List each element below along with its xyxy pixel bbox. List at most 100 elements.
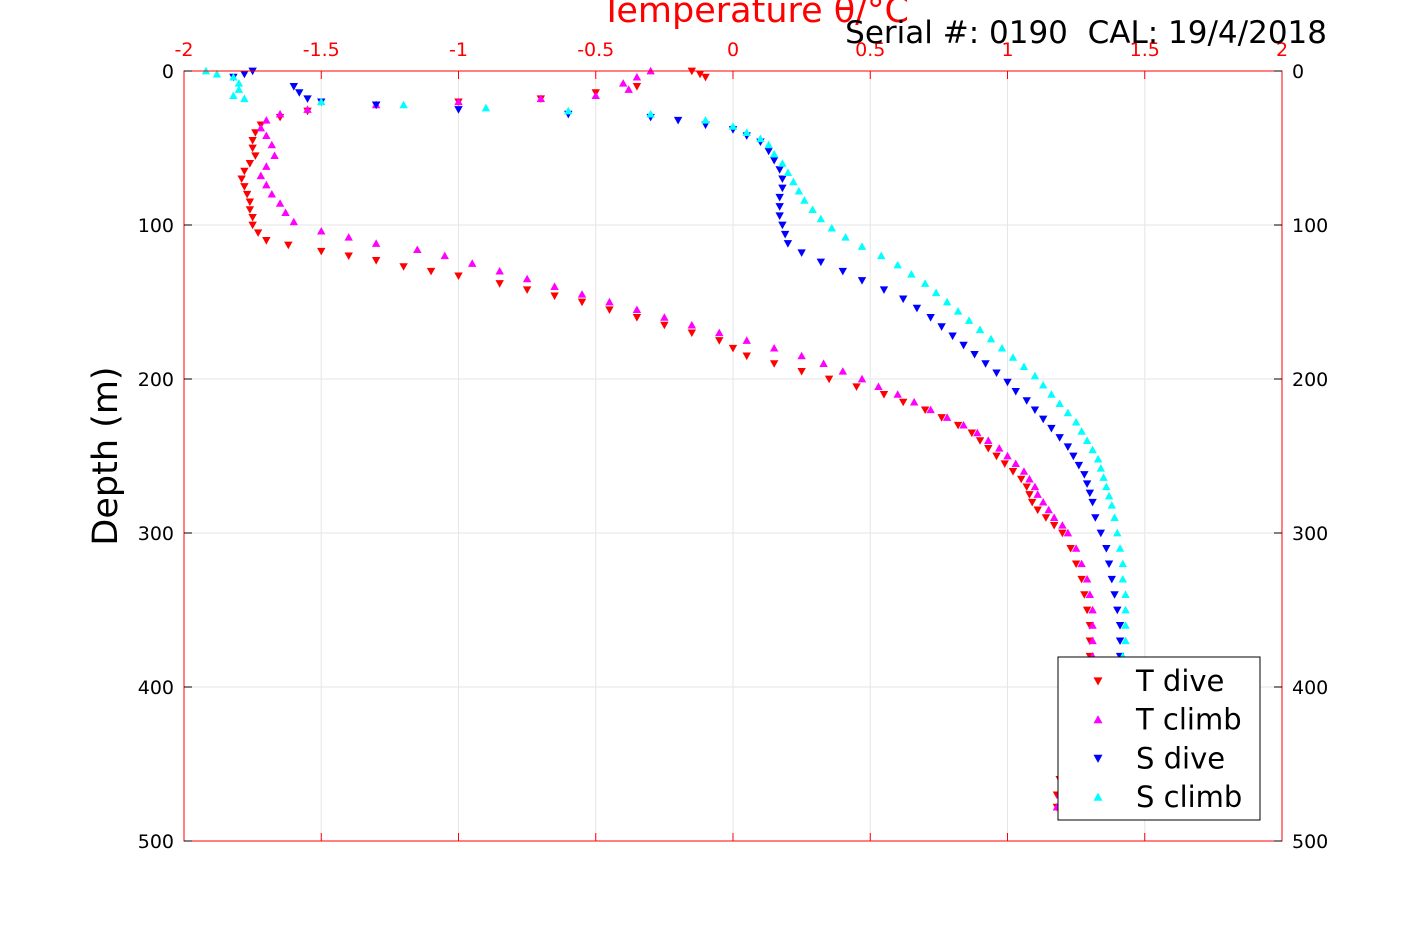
data-point [959,342,967,350]
data-point [688,321,696,329]
data-point [248,137,256,145]
data-point [1058,521,1066,529]
data-point [1031,483,1039,491]
data-point [858,242,866,250]
data-point [619,79,627,87]
y-tick-label-left: 500 [138,831,174,853]
data-point [775,203,783,211]
data-point [839,367,847,375]
data-point [246,199,254,207]
data-point [921,279,929,287]
data-point [688,329,696,337]
data-point [246,206,254,214]
data-point [880,286,888,294]
data-point [1102,483,1110,491]
data-point [257,172,265,180]
data-point [237,175,245,183]
data-point [268,141,276,149]
data-point [795,187,803,195]
data-point [784,168,792,176]
data-point [778,175,786,183]
data-point [800,196,808,204]
data-point [797,368,805,376]
data-point [995,444,1003,452]
data-point [454,106,462,114]
data-point [243,191,251,199]
data-point [345,233,353,241]
data-point [1097,464,1105,472]
data-point [550,282,558,290]
data-point [992,369,1000,377]
data-point [495,280,503,288]
data-point [633,306,641,314]
data-point [743,336,751,344]
data-point [1017,476,1025,484]
y-tick-label-right: 400 [1292,677,1328,699]
data-point [874,383,882,391]
data-point [926,314,934,322]
data-point [1025,475,1033,483]
data-point [998,344,1006,352]
data-point [317,227,325,235]
y-tick-label-right: 100 [1292,215,1328,237]
data-point [413,245,421,253]
data-point [778,159,786,167]
data-point [248,145,256,153]
data-point [976,326,984,334]
data-point [240,168,248,176]
data-point [1099,473,1107,481]
data-point [1108,576,1116,584]
y-tick-label-left: 0 [162,61,174,83]
data-point [1091,514,1099,522]
data-point [1064,409,1072,417]
data-point [1094,455,1102,463]
data-point [756,135,764,143]
data-point [984,445,992,453]
data-point [1025,491,1033,499]
series-t-climb [257,67,1097,811]
series-s-dive [229,68,1124,722]
data-point [633,83,641,91]
data-point [284,242,292,250]
data-point [764,141,772,149]
data-point [1047,390,1055,398]
data-point [1088,446,1096,454]
data-point [797,249,805,257]
y-tick-label-left: 400 [138,677,174,699]
data-point [839,268,847,276]
data-point [943,298,951,306]
data-point [770,150,778,158]
data-point [1047,425,1055,433]
data-point [592,91,600,99]
series-s-climb [202,67,1130,721]
data-point [819,359,827,367]
data-point [981,360,989,368]
serial-annotation: Serial #: 0190 CAL: 19/4/2018 [845,15,1327,51]
data-point [303,95,311,103]
data-point [965,316,973,324]
data-point [841,233,849,241]
data-point [262,116,270,124]
x-tick-label: -2 [175,39,194,61]
data-point [701,116,709,124]
data-point [578,290,586,298]
data-point [1050,513,1058,521]
data-point [1033,490,1041,498]
data-point [775,212,783,220]
x-tick-label: -0.5 [577,39,614,61]
data-point [633,314,641,322]
data-point [1012,388,1020,396]
data-point [1003,452,1011,460]
data-point [729,122,737,130]
data-point [550,292,558,300]
data-point [1110,513,1118,521]
y-tick-label-right: 300 [1292,523,1328,545]
data-point [1020,467,1028,475]
data-point [1119,560,1127,568]
legend-label: T dive [1135,664,1224,698]
data-point [992,453,1000,461]
data-point [1077,427,1085,435]
data-point [1033,507,1041,515]
data-point [808,205,816,213]
data-point [1105,560,1113,568]
